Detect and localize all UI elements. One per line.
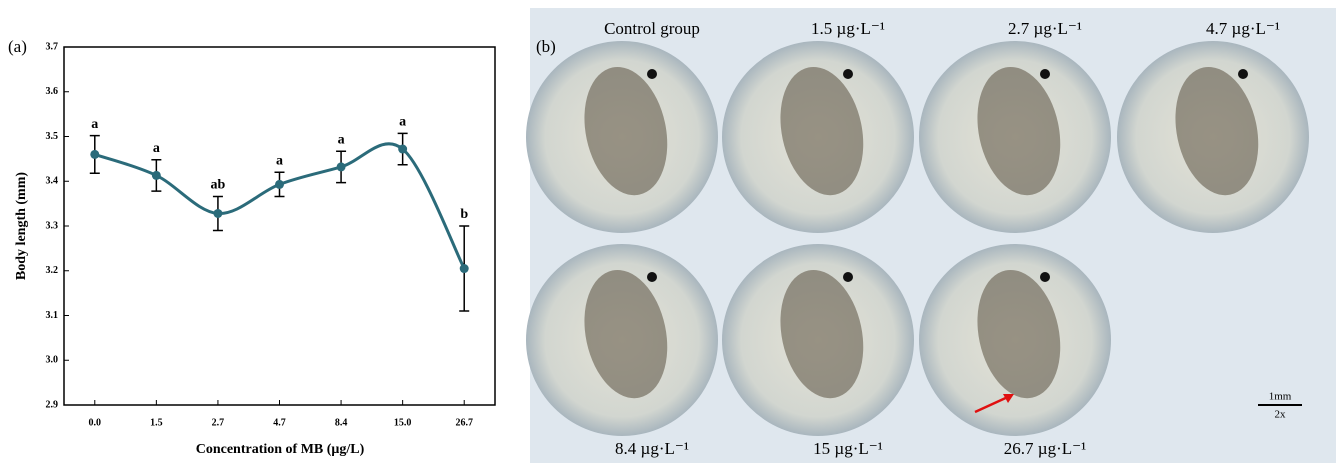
image-label: Control group xyxy=(604,19,700,38)
image-label: 2.7 µg·L⁻¹ xyxy=(1008,19,1082,38)
x-tick-label: 26.7 xyxy=(455,417,473,428)
scale-length: 1mm xyxy=(1269,391,1292,403)
photos: Control group 1.5 µg·L⁻¹ 2.7 µg·L⁻¹ 4.7 µg·… xyxy=(526,19,1309,458)
daphnia-body xyxy=(1175,66,1259,196)
panel-label: (a) xyxy=(8,37,27,56)
plot-frame xyxy=(63,46,496,406)
significance-letter: a xyxy=(338,132,345,147)
significance-letter: a xyxy=(91,117,98,132)
daphnia-eye xyxy=(647,272,657,282)
y-tick-label: 2.9 xyxy=(46,399,59,410)
point xyxy=(151,170,161,180)
y-tick-label: 3.2 xyxy=(46,265,59,276)
daphnia-body xyxy=(584,66,668,196)
daphnia-body xyxy=(780,269,864,399)
daphnia-eye xyxy=(1040,272,1050,282)
significance-letter: a xyxy=(153,141,160,156)
image-label: 4.7 µg·L⁻¹ xyxy=(1206,19,1280,38)
point xyxy=(275,179,284,189)
point xyxy=(459,264,469,274)
image-label: 8.4 µg·L⁻¹ xyxy=(615,439,689,458)
significance-letter: ab xyxy=(211,178,226,193)
x-axis-title: Concentration of MB (μg/L) xyxy=(196,442,365,457)
daphnia-body xyxy=(977,66,1061,196)
arrow xyxy=(974,394,1011,414)
y-tick-label: 3.5 xyxy=(46,131,59,142)
y-tick-label: 3.1 xyxy=(46,310,59,321)
arrow-head xyxy=(1003,394,1014,403)
point xyxy=(213,208,223,218)
y-tick-label: 3.7 xyxy=(46,41,59,52)
significance-letter: a xyxy=(399,115,406,130)
panel-label: (b) xyxy=(536,37,556,56)
y-tick-label: 3.4 xyxy=(46,176,59,187)
significance-letter: a xyxy=(276,154,283,169)
point xyxy=(90,149,100,159)
image-label: 26.7 µg·L⁻¹ xyxy=(1004,439,1086,458)
daphnia-body xyxy=(584,269,668,399)
significance-letter: b xyxy=(460,207,468,222)
y-tick-label: 3.0 xyxy=(46,355,59,366)
y-tick-label: 3.6 xyxy=(46,86,59,97)
x-tick-label: 0.0 xyxy=(89,417,102,428)
x-tick-label: 2.7 xyxy=(212,417,225,428)
daphnia-eye xyxy=(843,272,853,282)
x-tick-label: 1.5 xyxy=(150,417,163,428)
daphnia-eye xyxy=(843,69,853,79)
scale-magnification: 2x xyxy=(1275,409,1287,421)
y-tick-label: 3.3 xyxy=(46,220,59,231)
daphnia-eye xyxy=(1040,69,1050,79)
daphnia-eye xyxy=(647,69,657,79)
image-label: 1.5 µg·L⁻¹ xyxy=(811,19,885,38)
daphnia-body xyxy=(780,66,864,196)
image-label: 15 µg·L⁻¹ xyxy=(813,439,883,458)
daphnia-body xyxy=(977,269,1061,399)
x-tick-label: 8.4 xyxy=(335,417,348,428)
y-axis-title: Body length (mm) xyxy=(14,172,29,280)
x-tick-label: 4.7 xyxy=(273,417,286,428)
point xyxy=(398,144,408,154)
point xyxy=(336,162,346,172)
daphnia-eye xyxy=(1238,69,1248,79)
x-tick-label: 15.0 xyxy=(394,417,412,428)
